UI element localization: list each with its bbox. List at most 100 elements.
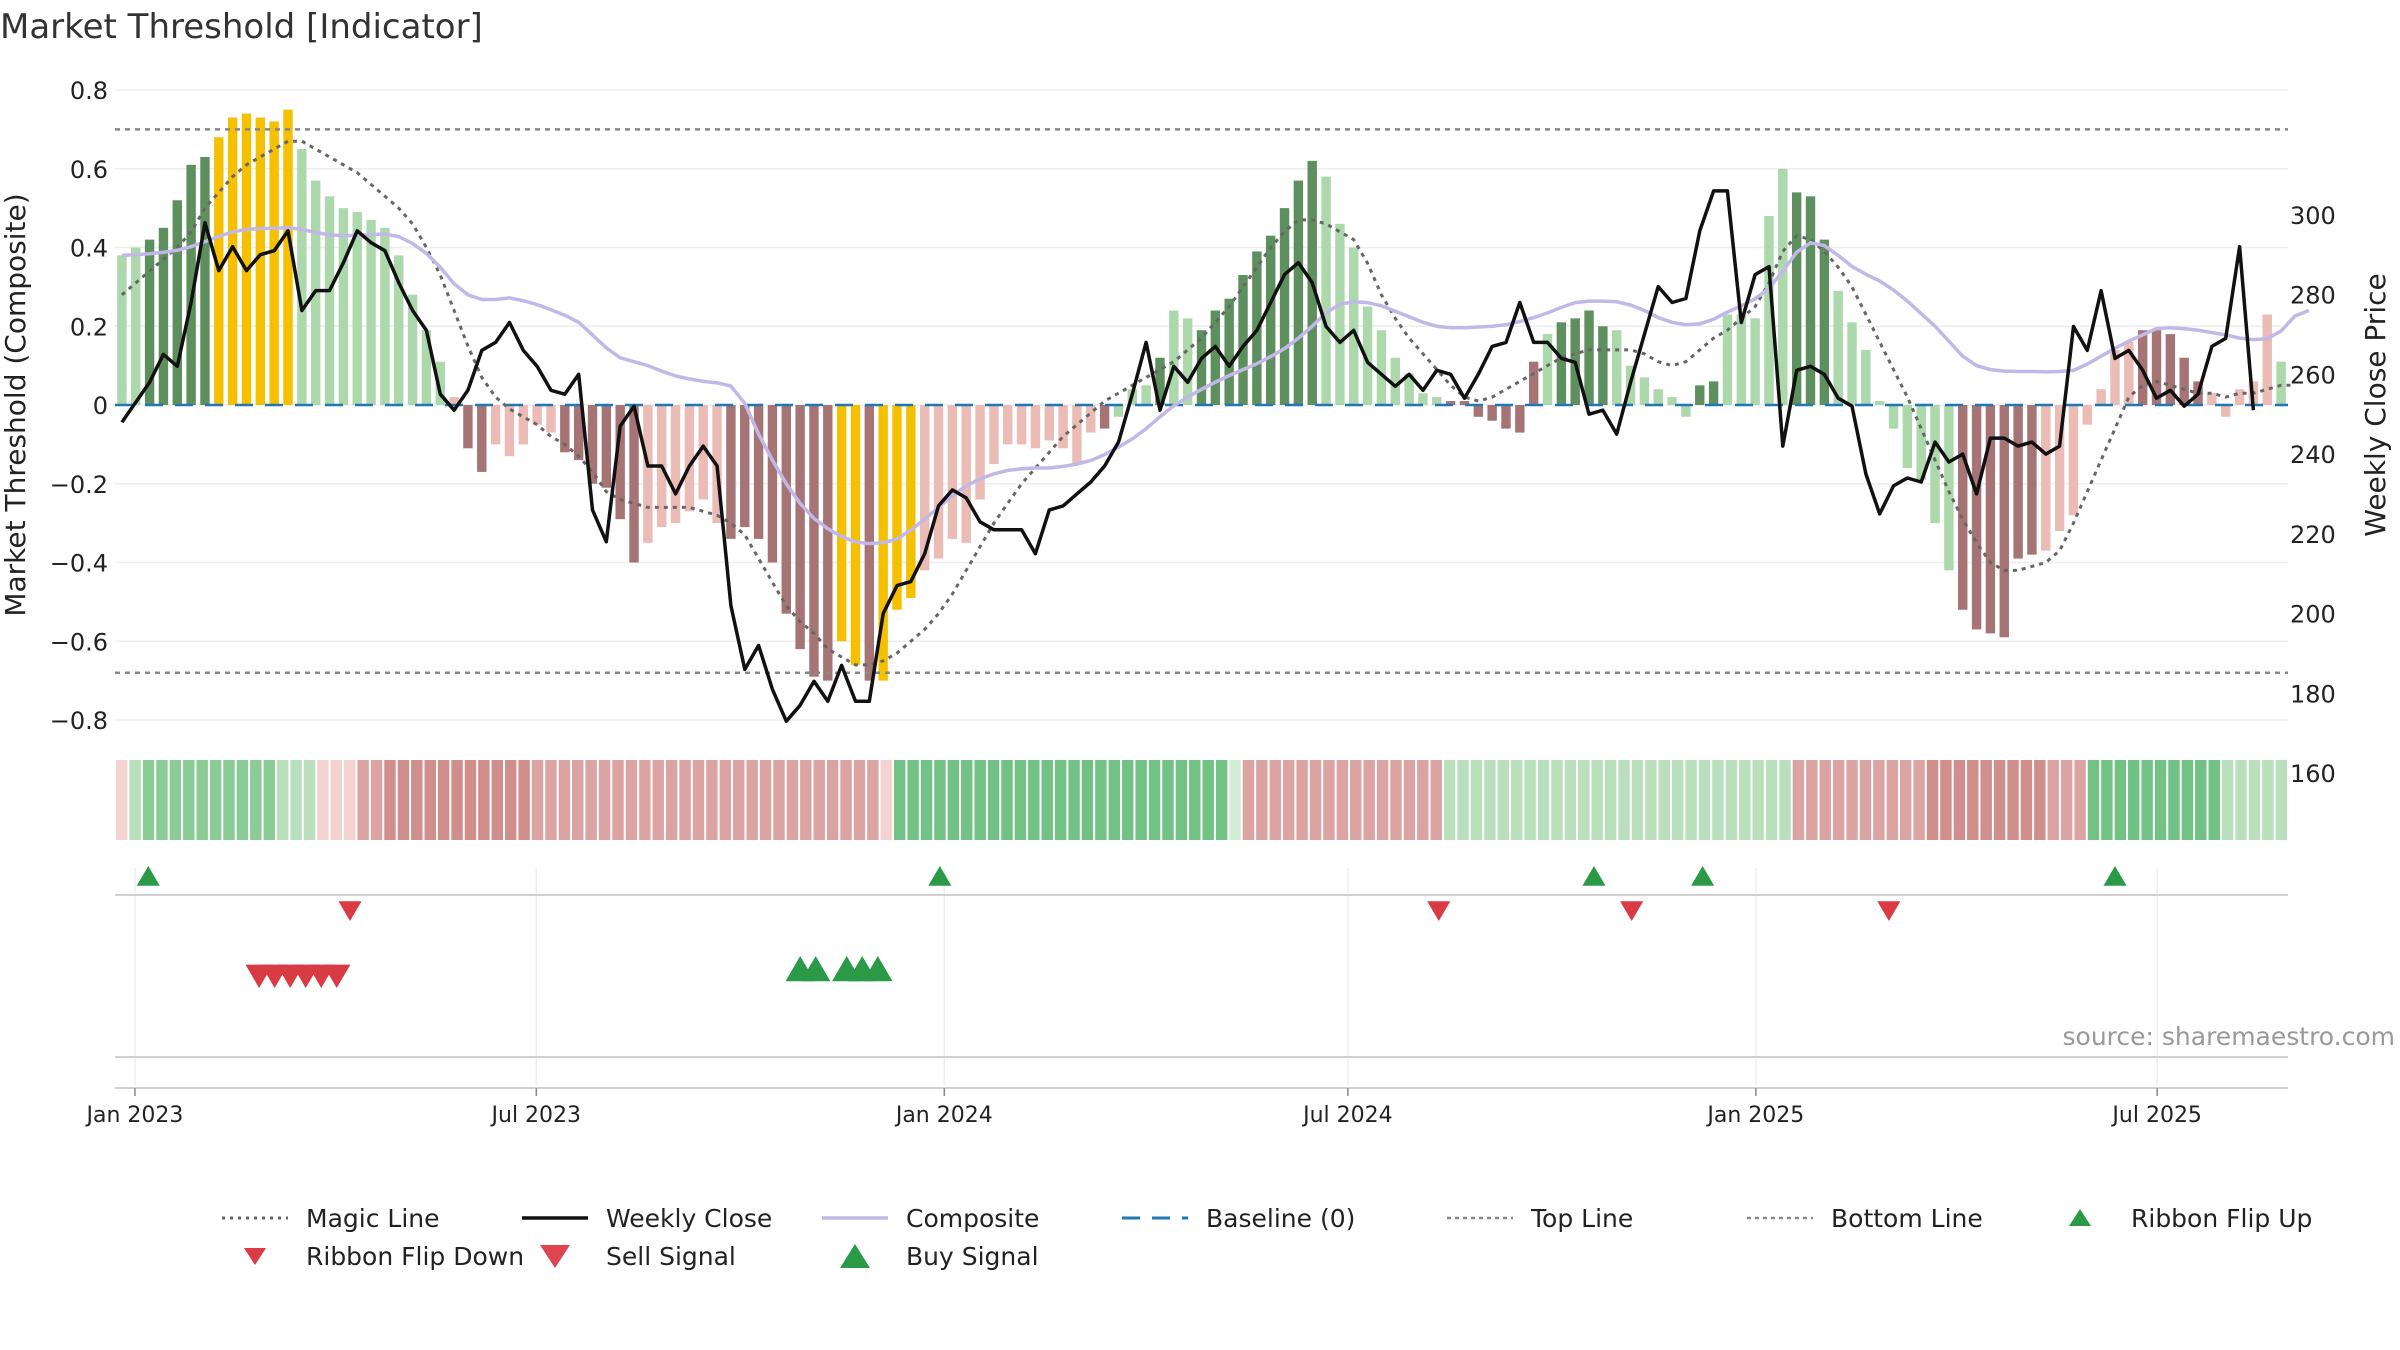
ribbon-cell bbox=[209, 760, 222, 840]
threshold-bar bbox=[1473, 405, 1484, 417]
threshold-bar bbox=[1930, 405, 1940, 524]
threshold-bar bbox=[1238, 275, 1248, 405]
threshold-bar bbox=[1349, 247, 1359, 405]
ribbon-cell bbox=[2128, 760, 2140, 840]
threshold-bar bbox=[1598, 326, 1608, 405]
ribbon-cell bbox=[491, 760, 503, 840]
threshold-bar bbox=[1736, 314, 1746, 405]
ribbon-cell bbox=[478, 760, 490, 840]
threshold-bar bbox=[546, 405, 556, 433]
ribbon-flip-down-marker bbox=[338, 901, 362, 921]
ribbon-cell bbox=[840, 760, 852, 840]
threshold-bar bbox=[1971, 405, 1982, 630]
legend-item-sell-signal: Sell Signal bbox=[520, 1238, 736, 1274]
legend-item-ribbon-flip-up: Ribbon Flip Up bbox=[2045, 1200, 2312, 1236]
threshold-bar bbox=[1778, 168, 1788, 405]
ribbon-flip-down-marker bbox=[1877, 901, 1901, 921]
y2-tick-label: 240 bbox=[2290, 441, 2336, 469]
threshold-bar bbox=[975, 405, 985, 500]
ribbon-flip-up-marker bbox=[1582, 866, 1606, 886]
ribbon-cell bbox=[1618, 760, 1630, 840]
threshold-bar bbox=[615, 405, 625, 520]
ribbon-cell bbox=[1443, 760, 1456, 840]
ribbon-cell bbox=[2208, 760, 2220, 840]
ribbon-cell bbox=[531, 760, 544, 840]
threshold-bar bbox=[698, 405, 708, 500]
threshold-bar bbox=[2207, 393, 2217, 405]
ribbon-cell bbox=[1859, 760, 1872, 840]
threshold-bar bbox=[1003, 405, 1013, 445]
threshold-bar bbox=[1182, 318, 1193, 405]
threshold-bar bbox=[1902, 405, 1913, 468]
threshold-bar bbox=[1086, 405, 1096, 433]
ribbon-cell bbox=[236, 760, 249, 840]
ribbon-cell bbox=[1028, 760, 1040, 840]
ribbon-cell bbox=[156, 760, 168, 840]
ribbon-cell bbox=[1765, 760, 1778, 840]
threshold-bar bbox=[753, 405, 764, 539]
threshold-bar bbox=[1099, 405, 1110, 429]
ribbon-cell bbox=[1926, 760, 1939, 840]
ribbon-cell bbox=[1148, 760, 1161, 840]
legend-label: Baseline (0) bbox=[1206, 1203, 1356, 1233]
ribbon-cell bbox=[1323, 760, 1335, 840]
threshold-bar bbox=[1390, 357, 1400, 405]
ribbon-cell bbox=[1014, 760, 1027, 840]
x-tick-label: Jul 2025 bbox=[2110, 1103, 2202, 1128]
ribbon-cell bbox=[1537, 760, 1550, 840]
threshold-bar bbox=[477, 405, 487, 472]
ribbon-cell bbox=[1578, 760, 1590, 840]
ribbon-cell bbox=[2168, 760, 2180, 840]
threshold-bar bbox=[1528, 361, 1539, 405]
y-axis-label: Market Threshold (Composite) bbox=[0, 193, 32, 616]
threshold-bar bbox=[1819, 239, 1830, 405]
ribbon-cell bbox=[303, 760, 316, 840]
ribbon-cell bbox=[585, 760, 597, 840]
threshold-bar bbox=[2041, 405, 2051, 551]
ribbon-cell bbox=[1430, 760, 1442, 840]
ribbon-cell bbox=[1940, 760, 1952, 840]
ribbon-cell bbox=[1564, 760, 1577, 840]
legend-item-ribbon-flip-down: Ribbon Flip Down bbox=[220, 1238, 524, 1274]
legend-swatch-sell-signal bbox=[540, 1245, 570, 1268]
y2-tick-label: 260 bbox=[2290, 361, 2336, 389]
threshold-bar bbox=[200, 156, 210, 405]
x-tick-label: Jul 2024 bbox=[1301, 1103, 1393, 1128]
ribbon-cell bbox=[2101, 760, 2113, 840]
legend-swatch-composite bbox=[822, 1216, 888, 1220]
source-label: source: sharemaestro.com bbox=[2063, 1022, 2396, 1051]
ribbon-cell bbox=[987, 760, 1000, 840]
ribbon-cell bbox=[1403, 760, 1416, 840]
ribbon-cell bbox=[1363, 760, 1375, 840]
ribbon-cell bbox=[598, 760, 611, 840]
threshold-bar bbox=[227, 117, 238, 405]
threshold-bar bbox=[172, 200, 182, 405]
legend-label: Composite bbox=[906, 1203, 1040, 1233]
ribbon-cell bbox=[1967, 760, 1979, 840]
legend-item-buy-signal: Buy Signal bbox=[820, 1238, 1039, 1274]
ribbon-cell bbox=[183, 760, 195, 840]
ribbon-cell bbox=[424, 760, 436, 840]
ribbon-cell bbox=[1215, 760, 1228, 840]
threshold-bar bbox=[1501, 405, 1511, 429]
ribbon-cell bbox=[504, 760, 517, 840]
ribbon-flip-up-marker bbox=[2103, 866, 2127, 886]
threshold-bar bbox=[836, 405, 847, 642]
ribbon-cell bbox=[974, 760, 986, 840]
threshold-bar bbox=[1293, 180, 1304, 405]
composite-line bbox=[121, 226, 2310, 546]
threshold-bar bbox=[1335, 223, 1345, 405]
threshold-bar bbox=[1805, 196, 1816, 405]
ribbon-cell bbox=[733, 760, 745, 840]
ribbon-cell bbox=[1819, 760, 1831, 840]
ribbon-cell bbox=[1658, 760, 1670, 840]
ribbon-cell bbox=[1604, 760, 1617, 840]
legend-swatch-magic-line bbox=[222, 1216, 288, 1220]
threshold-bar bbox=[684, 405, 695, 512]
ribbon-cell bbox=[518, 760, 530, 840]
ribbon-cell bbox=[692, 760, 705, 840]
threshold-bar bbox=[1791, 192, 1802, 405]
y-tick-label: −0.4 bbox=[50, 550, 108, 578]
threshold-bar bbox=[1487, 405, 1497, 421]
threshold-bar bbox=[587, 405, 598, 484]
